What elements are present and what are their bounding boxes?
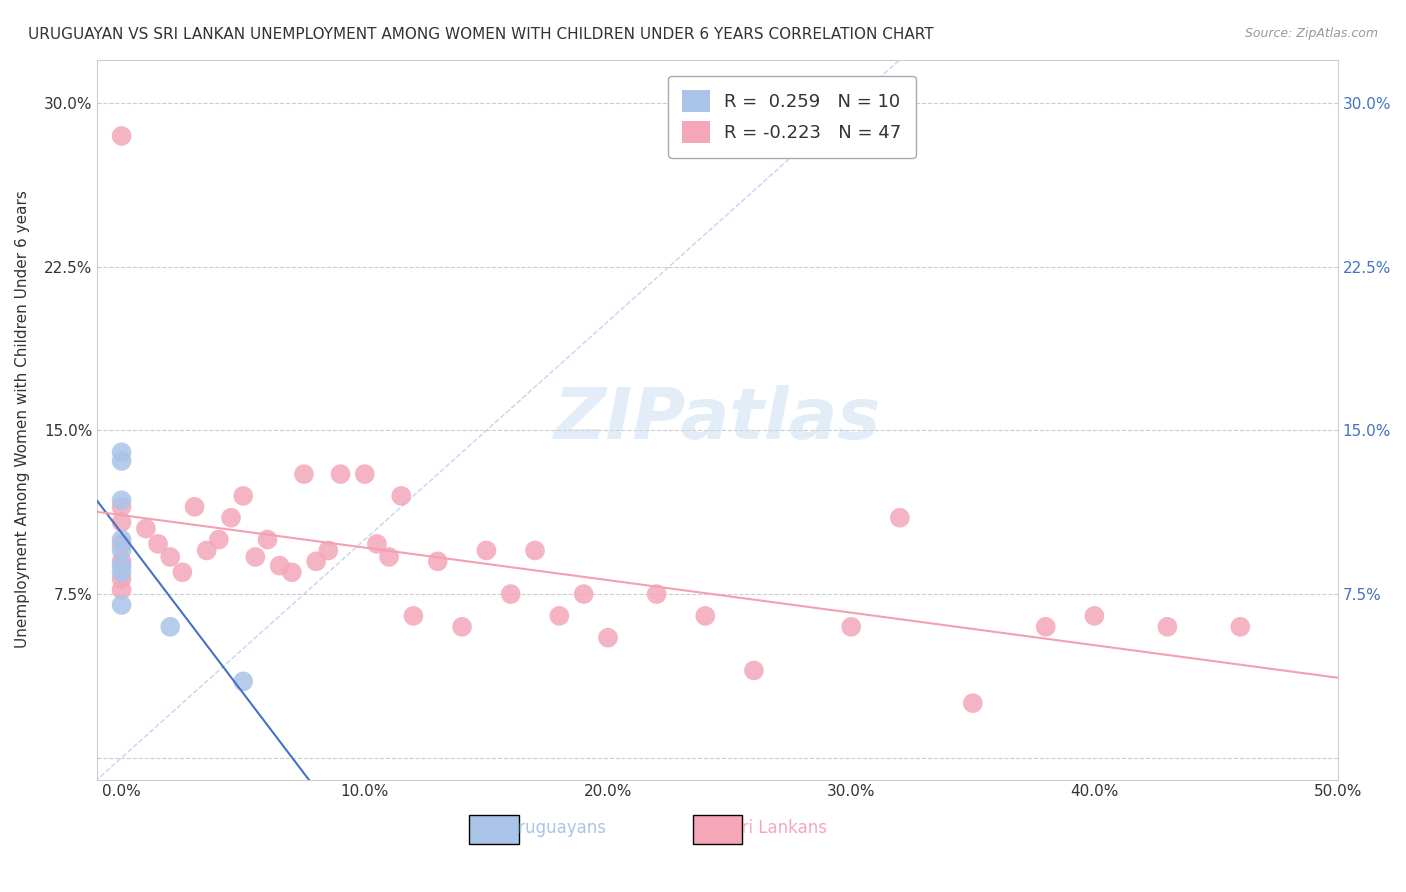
Point	[572, 587, 595, 601]
Point	[281, 566, 304, 580]
Point	[110, 445, 132, 459]
Point	[318, 543, 340, 558]
Point	[146, 537, 169, 551]
Point	[839, 620, 862, 634]
Point	[1083, 608, 1105, 623]
Point	[292, 467, 315, 481]
Point	[110, 554, 132, 568]
Point	[232, 489, 254, 503]
Point	[742, 664, 765, 678]
Point	[110, 493, 132, 508]
Point	[110, 558, 132, 573]
Legend: R =  0.259   N = 10, R = -0.223   N = 47: R = 0.259 N = 10, R = -0.223 N = 47	[668, 76, 915, 158]
Point	[159, 549, 181, 564]
Point	[596, 631, 619, 645]
Point	[329, 467, 352, 481]
Point	[110, 500, 132, 514]
Point	[172, 566, 194, 580]
Text: Uruguayans: Uruguayans	[506, 819, 606, 837]
Point	[366, 537, 388, 551]
Point	[110, 454, 132, 468]
Point	[135, 522, 157, 536]
Point	[499, 587, 522, 601]
Point	[475, 543, 498, 558]
Point	[195, 543, 218, 558]
Point	[402, 608, 425, 623]
Point	[159, 620, 181, 634]
FancyBboxPatch shape	[470, 815, 519, 845]
Point	[110, 128, 132, 143]
Point	[110, 543, 132, 558]
Point	[256, 533, 278, 547]
Point	[110, 533, 132, 547]
Point	[426, 554, 449, 568]
Point	[110, 515, 132, 529]
Point	[962, 696, 984, 710]
FancyBboxPatch shape	[693, 815, 742, 845]
Y-axis label: Unemployment Among Women with Children Under 6 years: Unemployment Among Women with Children U…	[15, 191, 30, 648]
Point	[1229, 620, 1251, 634]
Point	[269, 558, 291, 573]
Point	[1156, 620, 1178, 634]
Point	[1035, 620, 1057, 634]
Point	[695, 608, 717, 623]
Point	[208, 533, 231, 547]
Point	[524, 543, 547, 558]
Point	[889, 510, 911, 524]
Point	[245, 549, 267, 564]
Text: ZIPatlas: ZIPatlas	[554, 385, 882, 454]
Point	[353, 467, 375, 481]
Point	[110, 598, 132, 612]
Point	[305, 554, 328, 568]
Point	[110, 582, 132, 597]
Point	[110, 566, 132, 580]
Point	[219, 510, 242, 524]
Point	[451, 620, 474, 634]
Point	[183, 500, 205, 514]
Point	[548, 608, 571, 623]
Point	[378, 549, 401, 564]
Point	[645, 587, 668, 601]
Text: URUGUAYAN VS SRI LANKAN UNEMPLOYMENT AMONG WOMEN WITH CHILDREN UNDER 6 YEARS COR: URUGUAYAN VS SRI LANKAN UNEMPLOYMENT AMO…	[28, 27, 934, 42]
Point	[389, 489, 412, 503]
Point	[110, 572, 132, 586]
Point	[110, 537, 132, 551]
Point	[232, 674, 254, 689]
Text: Sri Lankans: Sri Lankans	[731, 819, 828, 837]
Text: Source: ZipAtlas.com: Source: ZipAtlas.com	[1244, 27, 1378, 40]
